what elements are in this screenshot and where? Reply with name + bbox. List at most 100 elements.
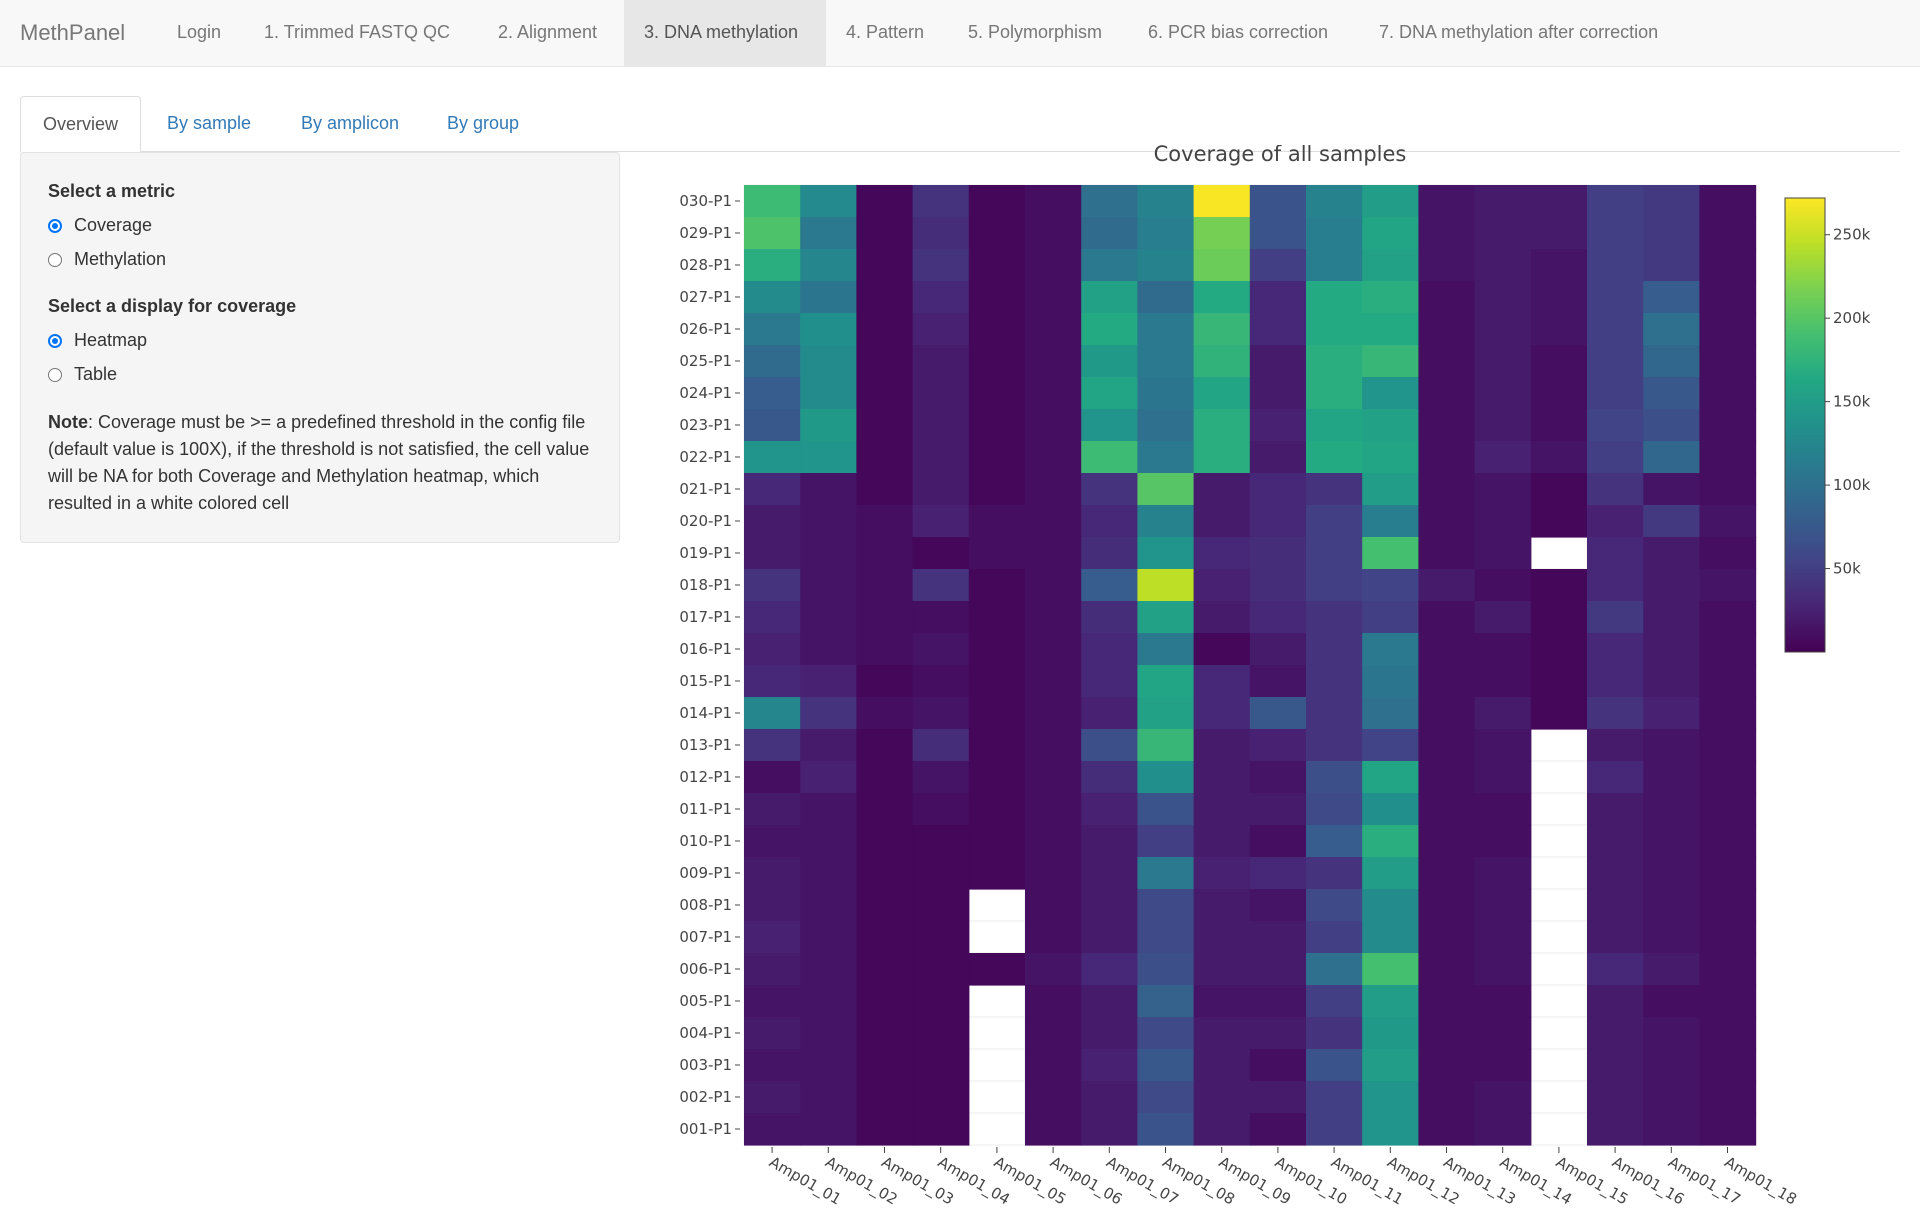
heatmap-cell[interactable] [800, 249, 857, 282]
heatmap-cell[interactable] [1193, 953, 1251, 986]
heatmap-cell[interactable] [1081, 313, 1138, 346]
heatmap-cell[interactable] [1306, 921, 1363, 954]
heatmap-cell[interactable] [856, 313, 914, 346]
heatmap-cell[interactable] [800, 1017, 857, 1050]
heatmap-cell[interactable] [1249, 665, 1307, 698]
heatmap-cell[interactable] [1530, 665, 1588, 698]
heatmap-cell[interactable] [856, 409, 914, 442]
heatmap-cell[interactable] [1418, 569, 1476, 602]
heatmap-cell[interactable] [1530, 185, 1588, 218]
heatmap-cell[interactable] [1193, 217, 1251, 250]
heatmap-cell[interactable] [1362, 601, 1419, 634]
heatmap-cell[interactable] [1081, 601, 1138, 634]
heatmap-cell[interactable] [1643, 857, 1700, 890]
heatmap-cell[interactable] [912, 953, 970, 986]
heatmap-cell[interactable] [912, 601, 970, 634]
heatmap-cell[interactable] [800, 569, 857, 602]
heatmap-cell[interactable] [1081, 1017, 1138, 1050]
heatmap-cell[interactable] [1699, 313, 1757, 346]
heatmap-cell[interactable] [1249, 953, 1307, 986]
heatmap-cell[interactable] [1699, 281, 1757, 314]
heatmap-cell[interactable] [1025, 1113, 1082, 1146]
heatmap-cell[interactable] [1306, 537, 1363, 570]
heatmap-cell[interactable] [1025, 793, 1082, 826]
heatmap-cell[interactable] [1193, 633, 1251, 666]
heatmap-cell[interactable] [1081, 473, 1138, 506]
heatmap-cell[interactable] [1249, 217, 1307, 250]
heatmap-cell[interactable] [1025, 537, 1082, 570]
heatmap-cell[interactable] [1025, 281, 1082, 314]
heatmap-cell[interactable] [1699, 185, 1757, 218]
heatmap-cell[interactable] [856, 569, 914, 602]
heatmap-cell[interactable] [912, 985, 970, 1018]
heatmap-cell[interactable] [1025, 665, 1082, 698]
heatmap-cell[interactable] [856, 793, 914, 826]
tab-by-group[interactable]: By group [447, 113, 520, 133]
heatmap-cell[interactable] [1643, 697, 1700, 730]
heatmap-cell[interactable] [1418, 505, 1476, 538]
heatmap-cell[interactable] [1418, 665, 1476, 698]
heatmap-cell[interactable] [1418, 889, 1476, 922]
heatmap-cell[interactable] [1249, 249, 1307, 282]
heatmap-cell[interactable] [1081, 825, 1138, 858]
heatmap-cell[interactable] [1249, 313, 1307, 346]
heatmap-cell[interactable] [912, 729, 970, 762]
heatmap-cell[interactable] [1474, 281, 1532, 314]
heatmap-cell[interactable] [968, 473, 1026, 506]
heatmap-cell[interactable] [800, 345, 857, 378]
heatmap-cell[interactable] [1137, 441, 1195, 474]
heatmap-cell[interactable] [1306, 793, 1363, 826]
heatmap-cell[interactable] [1418, 473, 1476, 506]
heatmap-cell[interactable] [800, 857, 857, 890]
heatmap-cell[interactable] [1643, 953, 1700, 986]
heatmap-cell[interactable] [1474, 601, 1532, 634]
heatmap-cell[interactable] [1081, 441, 1138, 474]
heatmap-cell[interactable] [856, 473, 914, 506]
heatmap-cell[interactable] [1530, 281, 1588, 314]
heatmap-cell[interactable] [1587, 601, 1644, 634]
heatmap-cell[interactable] [744, 249, 801, 282]
heatmap-cell[interactable] [1193, 889, 1251, 922]
nav-login[interactable]: Login [177, 22, 222, 42]
heatmap-cell[interactable] [1699, 729, 1757, 762]
heatmap-cell[interactable] [856, 1113, 914, 1146]
radio-coverage-indicator[interactable] [48, 218, 62, 233]
heatmap-cell[interactable] [744, 1081, 801, 1114]
heatmap-cell[interactable] [1362, 953, 1419, 986]
heatmap-cell[interactable] [1137, 633, 1195, 666]
tab-by-amplicon[interactable]: By amplicon [301, 113, 400, 133]
heatmap-cell[interactable] [912, 665, 970, 698]
heatmap-cell[interactable] [1025, 569, 1082, 602]
heatmap-cell[interactable] [1249, 825, 1307, 858]
heatmap-cell[interactable] [1474, 345, 1532, 378]
heatmap-cell[interactable] [1362, 345, 1419, 378]
heatmap-cell[interactable] [1249, 569, 1307, 602]
heatmap-cell[interactable] [856, 345, 914, 378]
heatmap-cell[interactable] [912, 505, 970, 538]
heatmap-cell[interactable] [1081, 985, 1138, 1018]
heatmap-cell[interactable] [800, 633, 857, 666]
heatmap-cell[interactable] [1249, 441, 1307, 474]
heatmap-cell[interactable] [1418, 697, 1476, 730]
heatmap-cell[interactable] [1699, 217, 1757, 250]
heatmap-cell[interactable] [1418, 857, 1476, 890]
heatmap-cell[interactable] [1306, 377, 1363, 410]
heatmap-cell[interactable] [1306, 1017, 1363, 1050]
heatmap-cell[interactable] [1643, 217, 1700, 250]
heatmap-cell[interactable] [1306, 249, 1363, 282]
heatmap-cell[interactable] [1249, 281, 1307, 314]
heatmap-cell[interactable] [1587, 633, 1644, 666]
heatmap-cell[interactable] [856, 537, 914, 570]
heatmap-cell[interactable] [1025, 985, 1082, 1018]
heatmap-cell[interactable] [1137, 281, 1195, 314]
heatmap-cell[interactable] [912, 313, 970, 346]
heatmap-cell[interactable] [1643, 665, 1700, 698]
heatmap-cell[interactable] [912, 441, 970, 474]
heatmap-cell[interactable] [1249, 633, 1307, 666]
heatmap-cell[interactable] [912, 409, 970, 442]
heatmap-cell[interactable] [1362, 921, 1419, 954]
heatmap-cell[interactable] [1025, 313, 1082, 346]
heatmap-cell[interactable] [1587, 409, 1644, 442]
heatmap-cell[interactable] [1699, 665, 1757, 698]
heatmap-cell[interactable] [856, 921, 914, 954]
